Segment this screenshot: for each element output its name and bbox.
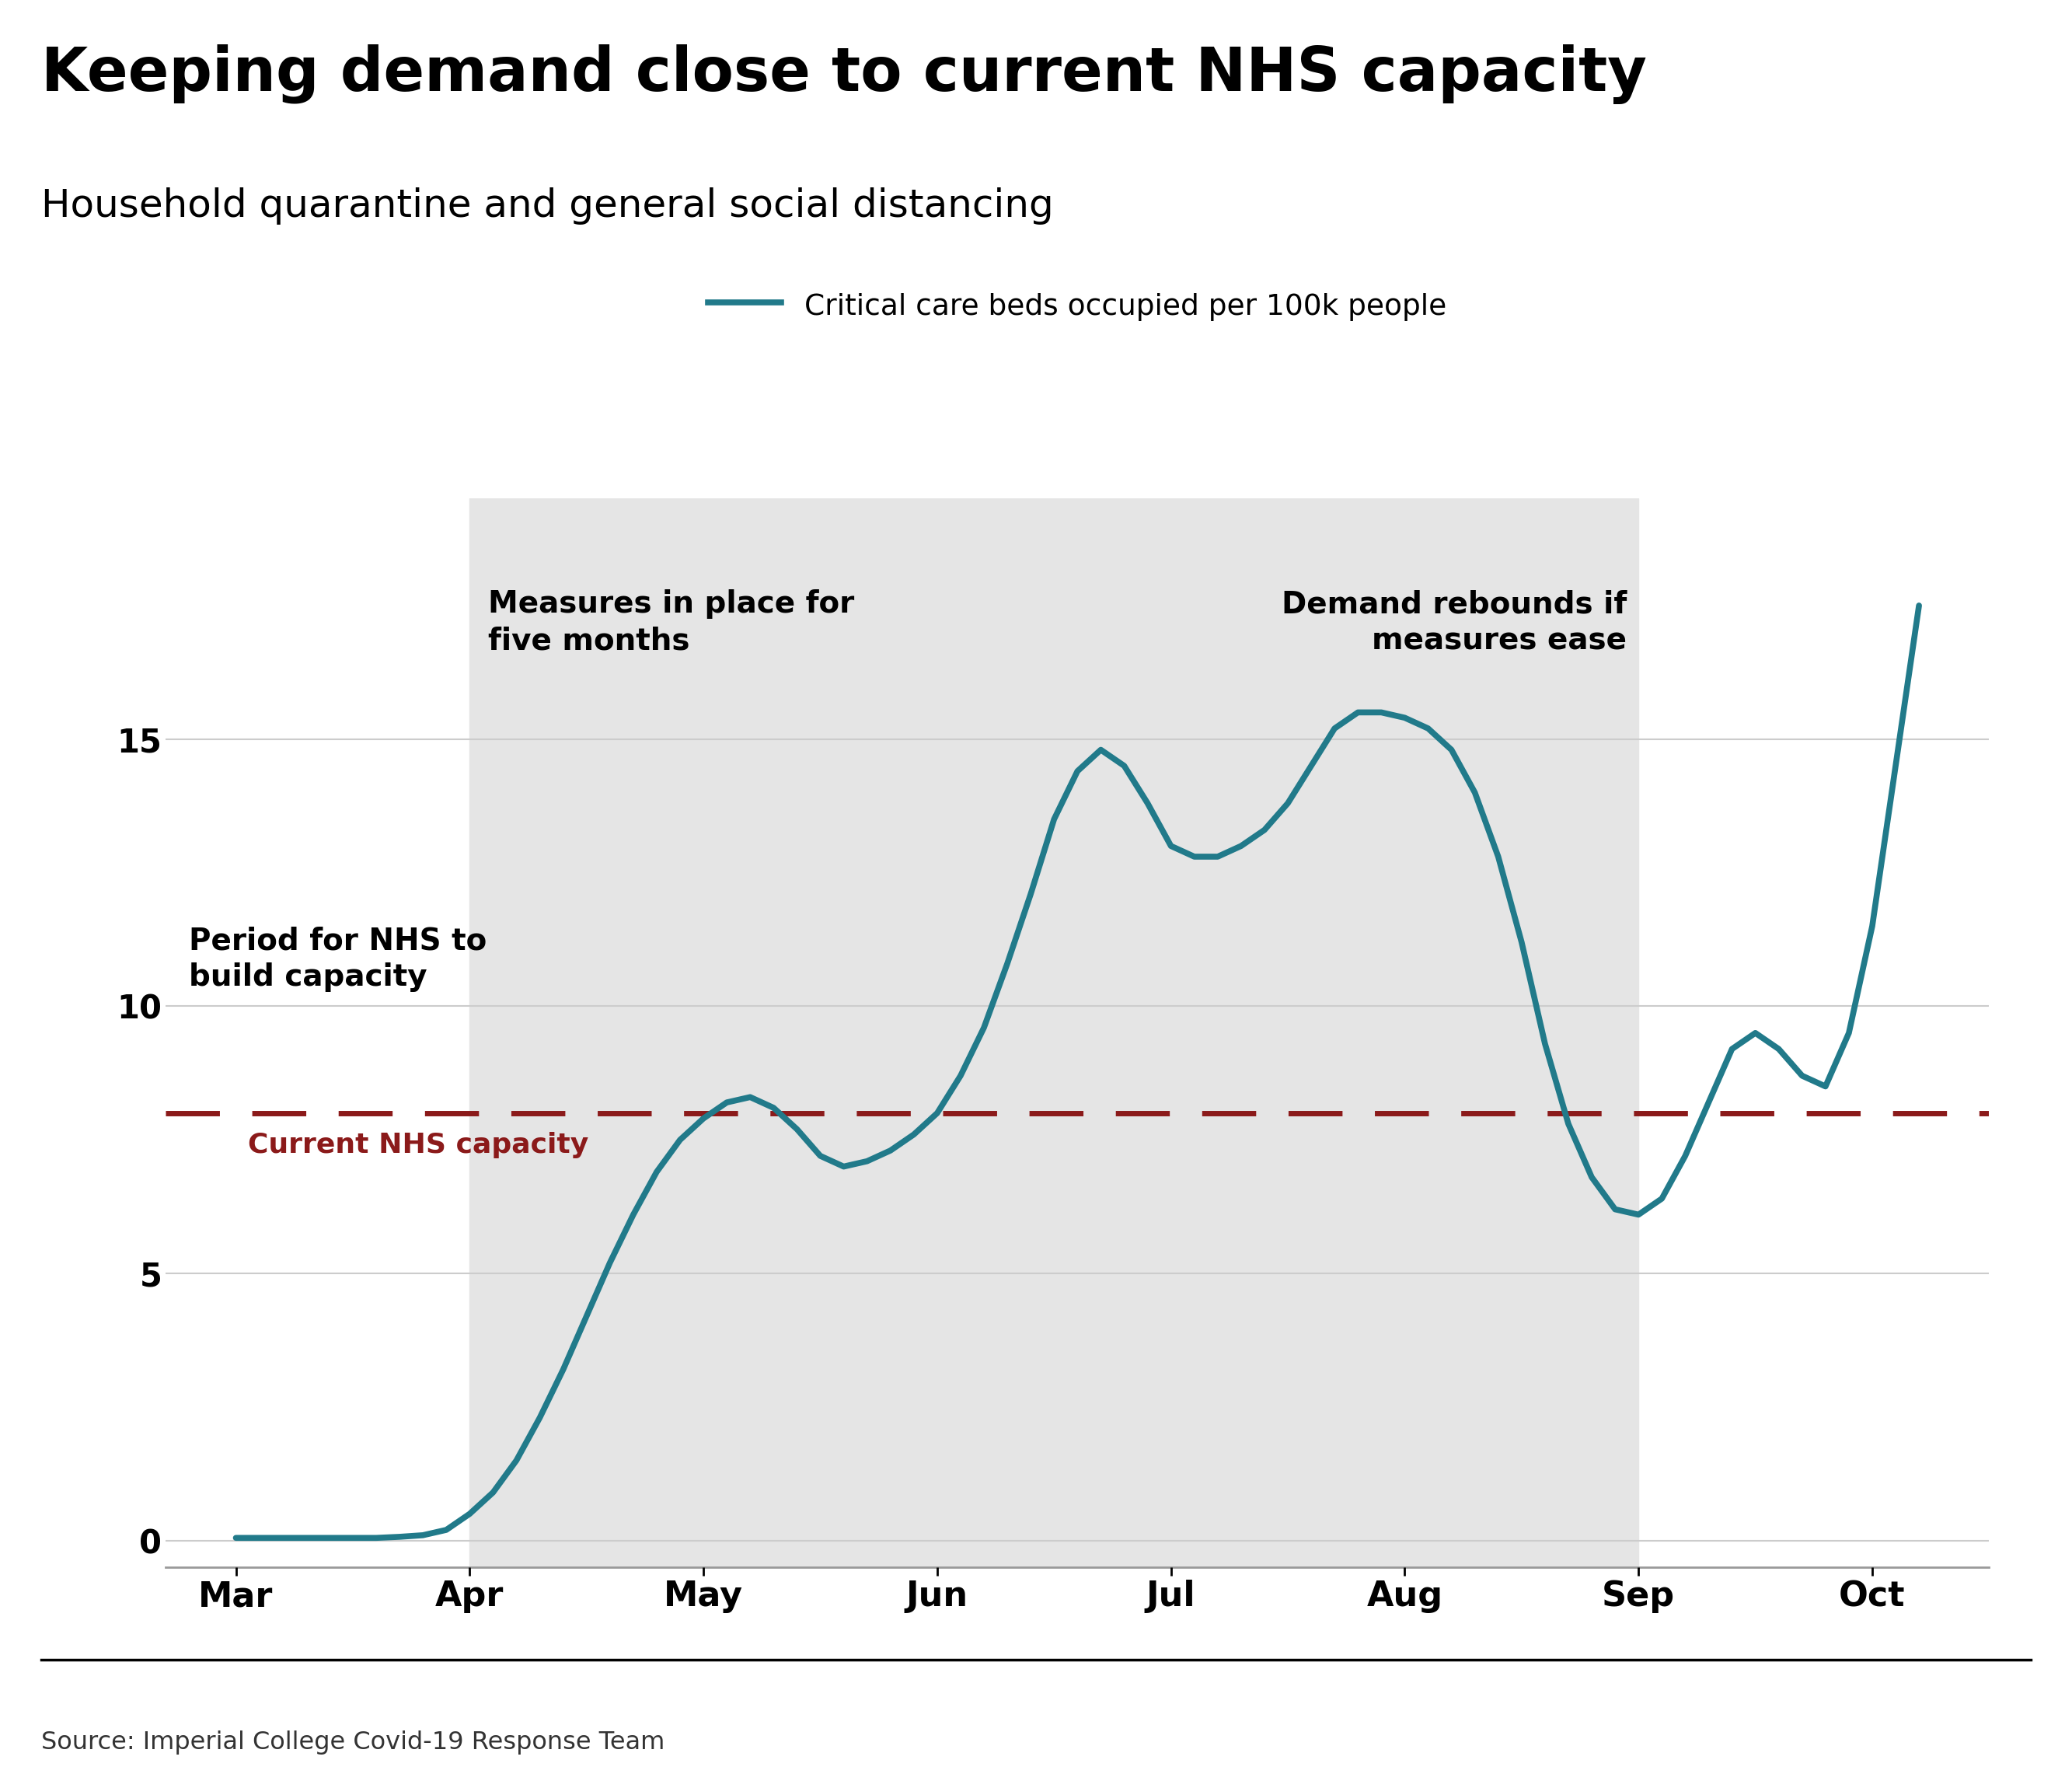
Text: Period for NHS to
build capacity: Period for NHS to build capacity bbox=[189, 926, 487, 992]
Text: Current NHS capacity: Current NHS capacity bbox=[247, 1133, 588, 1158]
Text: Demand rebounds if
measures ease: Demand rebounds if measures ease bbox=[1280, 590, 1627, 655]
Text: Household quarantine and general social distancing: Household quarantine and general social … bbox=[41, 187, 1055, 224]
Text: Source: Imperial College Covid-19 Response Team: Source: Imperial College Covid-19 Respon… bbox=[41, 1729, 665, 1754]
Text: Measures in place for
five months: Measures in place for five months bbox=[489, 590, 854, 655]
Legend: Critical care beds occupied per 100k people: Critical care beds occupied per 100k peo… bbox=[696, 278, 1459, 333]
Text: Keeping demand close to current NHS capacity: Keeping demand close to current NHS capa… bbox=[41, 45, 1647, 105]
Bar bbox=[470, 499, 1639, 1567]
